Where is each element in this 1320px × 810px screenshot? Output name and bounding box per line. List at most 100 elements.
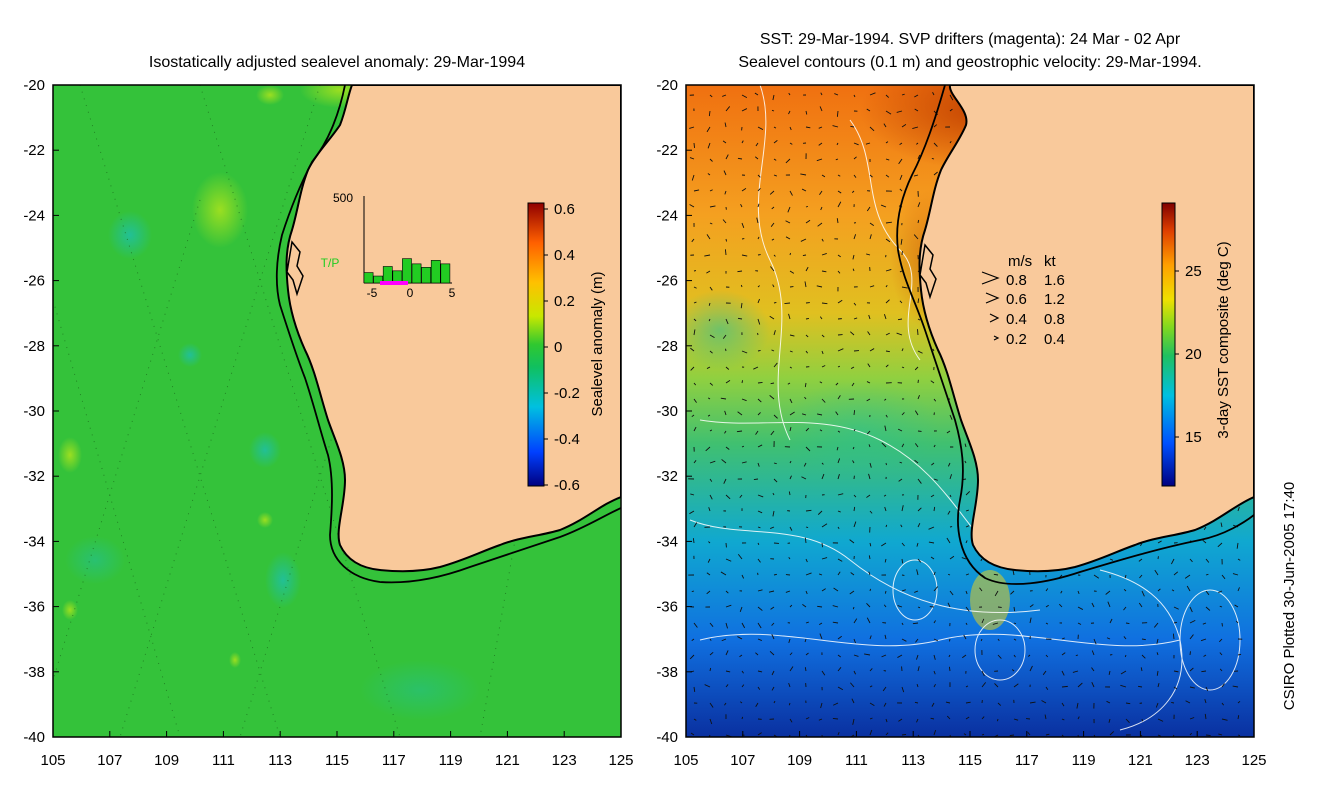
legend-header-ms: m/s — [1008, 253, 1032, 270]
velocity-arrow — [899, 174, 903, 181]
velocity-arrow — [885, 221, 892, 224]
velocity-arrow — [852, 460, 855, 464]
velocity-arrow — [770, 222, 775, 227]
velocity-arrow — [757, 462, 760, 467]
velocity-arrow — [834, 93, 839, 96]
velocity-arrow — [897, 654, 903, 658]
velocity-arrow — [709, 718, 713, 725]
velocity-arrow — [849, 539, 855, 544]
velocity-arrow — [757, 526, 761, 529]
velocity-arrow — [725, 590, 729, 594]
velocity-arrow — [837, 430, 841, 433]
velocity-arrow — [901, 589, 906, 592]
velocity-arrow — [933, 124, 938, 128]
velocity-arrow — [837, 365, 841, 368]
velocity-arrow — [868, 314, 871, 320]
velocity-arrow — [901, 638, 907, 642]
velocity-arrow — [898, 158, 903, 165]
velocity-arrow — [773, 414, 778, 419]
velocity-arrow — [885, 414, 888, 418]
velocity-arrow — [757, 606, 763, 611]
velocity-arrow — [868, 555, 871, 560]
velocity-arrow — [869, 635, 872, 640]
velocity-arrow — [1013, 718, 1019, 721]
velocity-arrow — [901, 366, 905, 369]
velocity-arrow — [723, 170, 727, 176]
velocity-arrow — [1138, 558, 1143, 562]
velocity-arrow — [724, 702, 727, 706]
velocity-arrow — [709, 222, 713, 225]
velocity-arrow — [757, 542, 760, 546]
velocity-arrow — [709, 189, 713, 192]
velocity-arrow — [833, 702, 839, 706]
velocity-arrow — [1189, 558, 1193, 563]
velocity-arrow — [901, 686, 905, 693]
velocity-arrow — [690, 493, 695, 496]
velocity-arrow — [1236, 542, 1239, 549]
velocity-arrow — [837, 174, 841, 177]
velocity-arrow — [1077, 682, 1083, 688]
velocity-arrow — [899, 188, 903, 192]
velocity-arrow — [770, 430, 775, 436]
velocity-arrow — [916, 683, 919, 688]
left-panel-title: Isostatically adjusted sealevel anomaly:… — [149, 54, 525, 71]
velocity-arrow — [901, 412, 905, 416]
velocity-arrow — [1189, 651, 1191, 656]
velocity-arrow — [818, 718, 823, 721]
velocity-arrow — [720, 571, 727, 576]
velocity-arrow — [1041, 700, 1047, 704]
velocity-arrow — [690, 347, 695, 352]
velocity-arrow — [802, 604, 807, 608]
velocity-arrow — [723, 478, 727, 484]
velocity-arrow — [931, 702, 935, 707]
tp-histogram-inset: 500 T/P -5 0 5 — [321, 191, 456, 300]
velocity-arrow — [1205, 558, 1210, 563]
x-tick-label: 115 — [958, 752, 982, 769]
velocity-arrow — [884, 558, 887, 563]
velocity-arrow — [914, 410, 919, 416]
left-map-panel: Isostatically adjusted sealevel anomaly:… — [23, 54, 633, 769]
velocity-arrow — [801, 476, 807, 480]
velocity-arrow — [1170, 558, 1175, 565]
velocity-arrow — [949, 94, 954, 101]
velocity-arrow — [901, 558, 904, 564]
velocity-arrow — [1106, 637, 1111, 640]
velocity-arrow — [725, 348, 727, 352]
colorbar-tick-label: 15 — [1185, 429, 1202, 446]
sst-colorbar: 25 20 15 3-day SST composite (deg C) — [1161, 202, 1232, 487]
velocity-arrow — [692, 538, 695, 544]
velocity-arrow — [819, 429, 823, 432]
velocity-arrow — [740, 203, 743, 208]
velocity-arrow — [853, 638, 856, 644]
velocity-arrow — [869, 729, 873, 736]
velocity-arrow — [805, 205, 809, 208]
velocity-arrow — [883, 123, 887, 128]
velocity-arrow — [770, 382, 775, 385]
velocity-arrow — [965, 573, 970, 576]
velocity-arrow — [836, 446, 839, 451]
velocity-arrow — [853, 618, 858, 624]
velocity-arrow — [821, 542, 824, 548]
velocity-arrow — [739, 654, 743, 658]
velocity-arrow — [706, 366, 711, 369]
velocity-arrow — [868, 473, 871, 480]
velocity-arrow — [820, 206, 823, 211]
velocity-arrow — [917, 154, 921, 160]
velocity-arrow — [1173, 621, 1178, 624]
velocity-arrow — [1156, 652, 1159, 656]
velocity-arrow — [709, 286, 713, 291]
velocity-arrow — [706, 126, 711, 133]
velocity-arrow — [1011, 669, 1015, 672]
velocity-arrow — [817, 605, 823, 608]
velocity-arrow — [1138, 602, 1143, 608]
velocity-arrow — [1220, 522, 1223, 528]
velocity-arrow — [853, 494, 857, 498]
velocity-arrow — [800, 173, 807, 176]
velocity-arrow — [773, 140, 778, 144]
x-tick-label: 105 — [673, 752, 698, 769]
colorbar-tick-label: -0.6 — [554, 477, 580, 494]
velocity-arrow — [913, 174, 919, 177]
velocity-arrow — [837, 348, 844, 352]
velocity-arrow — [1155, 702, 1159, 708]
velocity-arrow — [709, 382, 714, 386]
